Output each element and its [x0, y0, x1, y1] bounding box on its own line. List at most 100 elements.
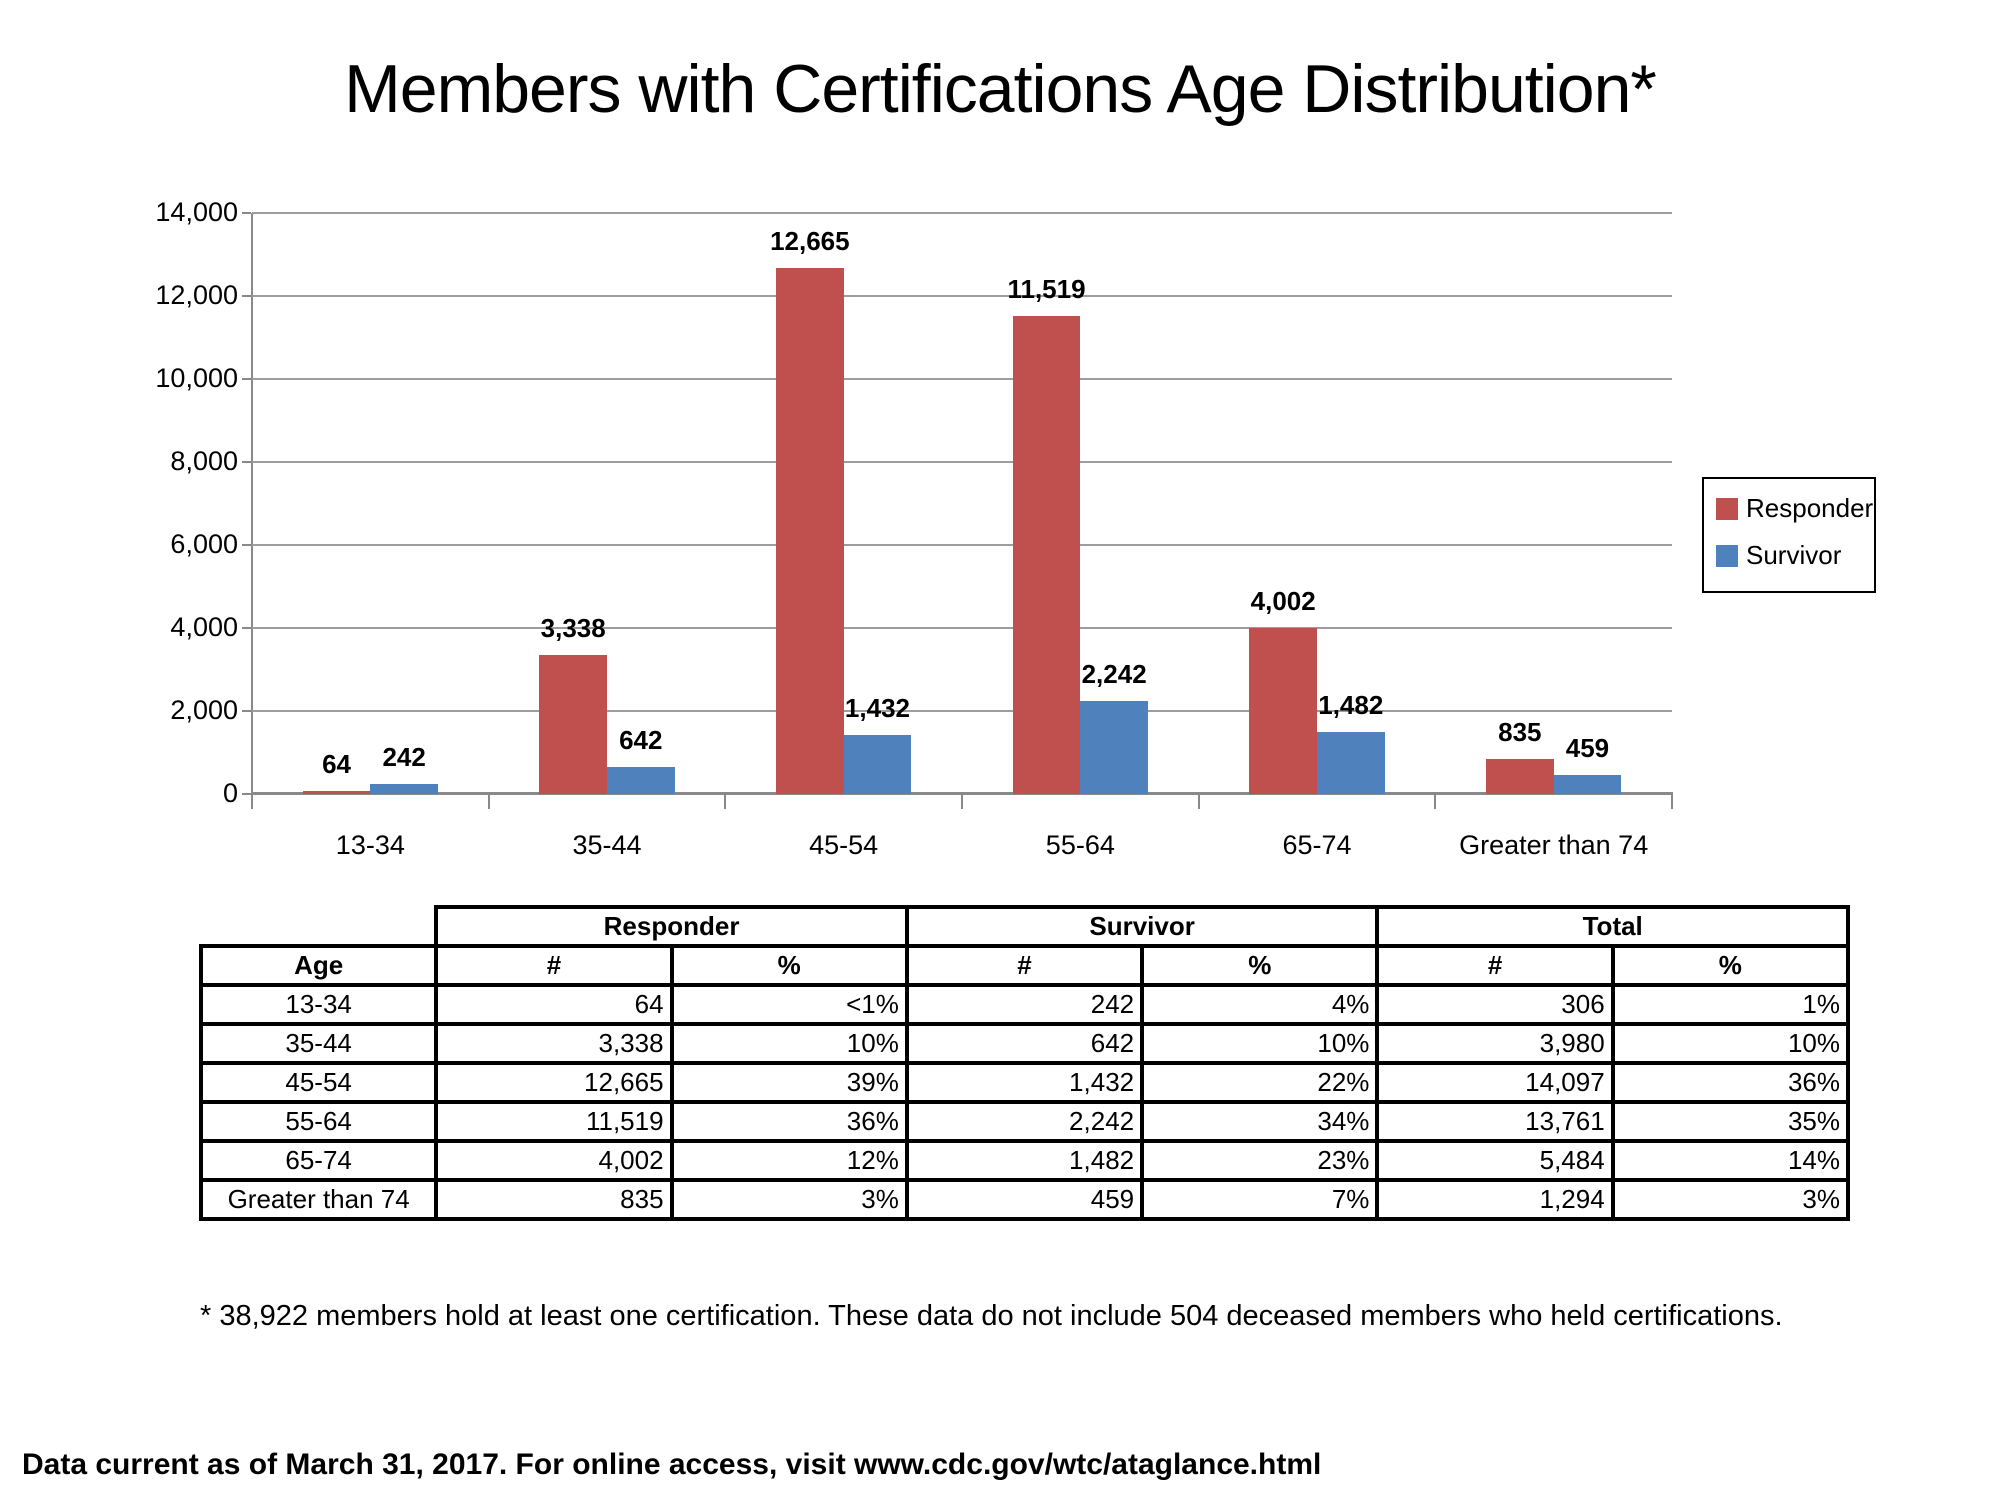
x-axis-label: 13-34: [335, 830, 405, 860]
column-header: #: [434, 944, 674, 987]
footnote: * 38,922 members hold at least one certi…: [200, 1300, 1783, 1332]
table-cell: 22%: [1141, 1061, 1380, 1104]
table-cell: 2,242: [904, 1100, 1145, 1143]
bar-survivor-55-64: [1080, 700, 1148, 794]
bar-label: 64: [322, 749, 351, 780]
bar-responder-55-64: [1012, 315, 1081, 794]
table-cell: 64: [434, 983, 674, 1026]
legend-label: Survivor: [1746, 540, 1842, 570]
chart-title: Members with Certifications Age Distribu…: [344, 51, 1657, 127]
y-axis-label: 6,000: [170, 529, 238, 559]
table-cell: 23%: [1141, 1139, 1380, 1182]
table-cell: 835: [434, 1178, 674, 1221]
table-cell: 12%: [671, 1139, 909, 1182]
table-cell: 10%: [1141, 1022, 1380, 1065]
y-axis-label: 14,000: [155, 197, 238, 227]
y-axis-label: 10,000: [155, 363, 238, 393]
table-cell: 10%: [671, 1022, 909, 1065]
table-cell: 1%: [1612, 983, 1851, 1026]
table-row: 45-54 12,665 39% 1,432 22% 14,097 36%: [198, 1061, 1851, 1104]
table-cell: 1,432: [904, 1061, 1145, 1104]
bar-responder-65-74: [1249, 627, 1317, 794]
bar-label: 1,432: [844, 692, 910, 723]
data-table: Responder Survivor Total Age #% #% #% 13-34 64 <…: [198, 905, 1851, 1221]
table-cell: 242: [904, 983, 1145, 1026]
column-header: %: [1141, 944, 1380, 987]
x-axis-label: 45-54: [809, 830, 879, 860]
table-cell: 1,482: [904, 1139, 1145, 1182]
y-axis-label: 12,000: [155, 280, 238, 310]
y-axis-label: 4,000: [170, 612, 238, 642]
x-axis-tick: [724, 795, 727, 809]
responder-swatch: [1716, 497, 1738, 520]
bar-label: 1,482: [1318, 690, 1384, 721]
y-axis-label: 8,000: [170, 446, 238, 476]
x-axis-tick: [487, 795, 490, 809]
table-row: 65-74 4,002 12% 1,482 23% 5,484 14%: [198, 1139, 1851, 1182]
table-cell: 39%: [671, 1061, 909, 1104]
table-row: Greater than 74 835 3% 459 7% 1,294 3%: [198, 1178, 1851, 1221]
x-axis-line: [251, 792, 1673, 795]
survivor-swatch: [1716, 544, 1738, 567]
bar-survivor-35-44: [607, 767, 675, 794]
table-blank-cell: [201, 907, 436, 946]
gridline: [252, 710, 1672, 712]
legend-item-survivor: Survivor: [1716, 540, 1874, 571]
bar-responder-Greater than 74: [1486, 759, 1554, 794]
table-cell: 3,338: [434, 1022, 674, 1065]
table-cell: 3%: [1612, 1178, 1851, 1221]
bar-label: 459: [1565, 732, 1610, 763]
age-cell: 65-74: [198, 1139, 439, 1182]
table-cell: 11,519: [434, 1100, 674, 1143]
gridline: [252, 295, 1672, 297]
gridline: [252, 627, 1672, 629]
bar-chart: 0 2,000 4,000 6,000 8,000 10,000 12,000 14,000 …: [155, 197, 1876, 860]
table-cell: 36%: [671, 1100, 909, 1143]
table-row: 35-44 3,338 10% 642 10% 3,980 10%: [198, 1022, 1851, 1065]
x-axis-label: Greater than 74: [1459, 830, 1649, 860]
bar-survivor-65-74: [1317, 732, 1385, 794]
table-cell: 459: [904, 1178, 1145, 1221]
column-header: #: [904, 944, 1145, 987]
x-axis-label: 55-64: [1045, 830, 1115, 860]
y-axis-label: 2,000: [170, 695, 238, 725]
table-row: 13-34 64 <1% 242 4% 306 1%: [198, 983, 1851, 1026]
age-cell: 35-44: [198, 1022, 439, 1065]
bar-label: 3,338: [540, 613, 606, 644]
y-axis-tick: [242, 793, 251, 795]
bar-label: 4,002: [1250, 585, 1316, 616]
column-header: %: [671, 944, 909, 987]
bar-responder-13-34: [302, 791, 371, 794]
bar-label: 2,242: [1081, 658, 1147, 689]
table-cell: 14,097: [1375, 1061, 1615, 1104]
table-cell: 34%: [1141, 1100, 1380, 1143]
table-cell: 1,294: [1375, 1178, 1615, 1221]
x-axis-tick: [961, 795, 963, 809]
gridline: [252, 212, 1672, 214]
table-cell: 306: [1375, 983, 1615, 1026]
table-row: 55-64 11,519 36% 2,242 34% 13,761 35%: [198, 1100, 1851, 1143]
y-axis-tick: [242, 378, 251, 380]
y-axis-label: 0: [222, 778, 238, 808]
age-cell: 55-64: [198, 1100, 439, 1143]
x-axis-tick: [251, 795, 253, 809]
legend-label: Responder: [1746, 493, 1874, 523]
y-axis-tick: [242, 544, 251, 546]
bar-survivor-Greater than 74: [1553, 774, 1622, 794]
legend: Responder Survivor: [1702, 477, 1876, 593]
column-header: #: [1375, 944, 1615, 987]
column-header: %: [1612, 944, 1851, 987]
bar-label: 642: [619, 725, 663, 756]
table-cell: 36%: [1612, 1061, 1851, 1104]
table-cell: 4%: [1141, 983, 1380, 1026]
table-cell: 642: [904, 1022, 1145, 1065]
group-header-responder: Responder: [434, 905, 909, 948]
table-cell: 5,484: [1375, 1139, 1615, 1182]
gridline: [252, 378, 1672, 380]
bar-label: 242: [382, 741, 426, 772]
bar-survivor-45-54: [843, 734, 912, 794]
bar-label: 835: [1498, 717, 1542, 748]
x-axis-tick: [1671, 795, 1673, 809]
table-column-header-row: Age #% #% #%: [198, 944, 1851, 987]
table-body: 13-34 64 <1% 242 4% 306 1% 35-44 3,338 10% 642 10% 3…: [198, 983, 1851, 1221]
